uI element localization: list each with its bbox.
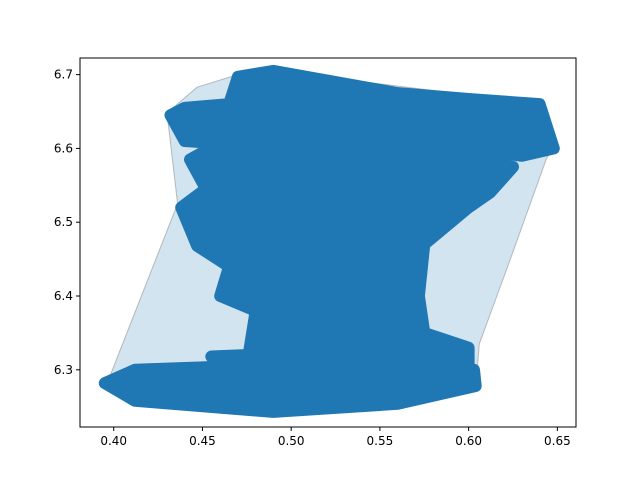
x-tick-label: 0.65: [544, 434, 571, 448]
axes-frame: [79, 57, 577, 428]
y-axis: 6.3 6.4 6.5 6.6 6.7: [54, 68, 80, 377]
x-tick-label: 0.50: [278, 434, 305, 448]
x-tick-label: 0.45: [189, 434, 216, 448]
x-tick-label: 0.55: [367, 434, 394, 448]
y-tick-label: 6.5: [54, 215, 73, 229]
x-tick-label: 0.40: [100, 434, 127, 448]
scatter-points-bottom-band: [98, 360, 482, 418]
x-tick-label: 0.60: [455, 434, 482, 448]
x-axis: 0.40 0.45 0.50 0.55 0.60 0.65: [100, 427, 571, 448]
y-tick-label: 6.7: [54, 68, 73, 82]
scatter-points-top-band: [164, 64, 560, 162]
y-tick-label: 6.6: [54, 141, 73, 155]
data-layer: [98, 64, 560, 418]
plot-area: [79, 57, 577, 428]
y-tick-label: 6.3: [54, 363, 73, 377]
y-tick-label: 6.4: [54, 289, 73, 303]
